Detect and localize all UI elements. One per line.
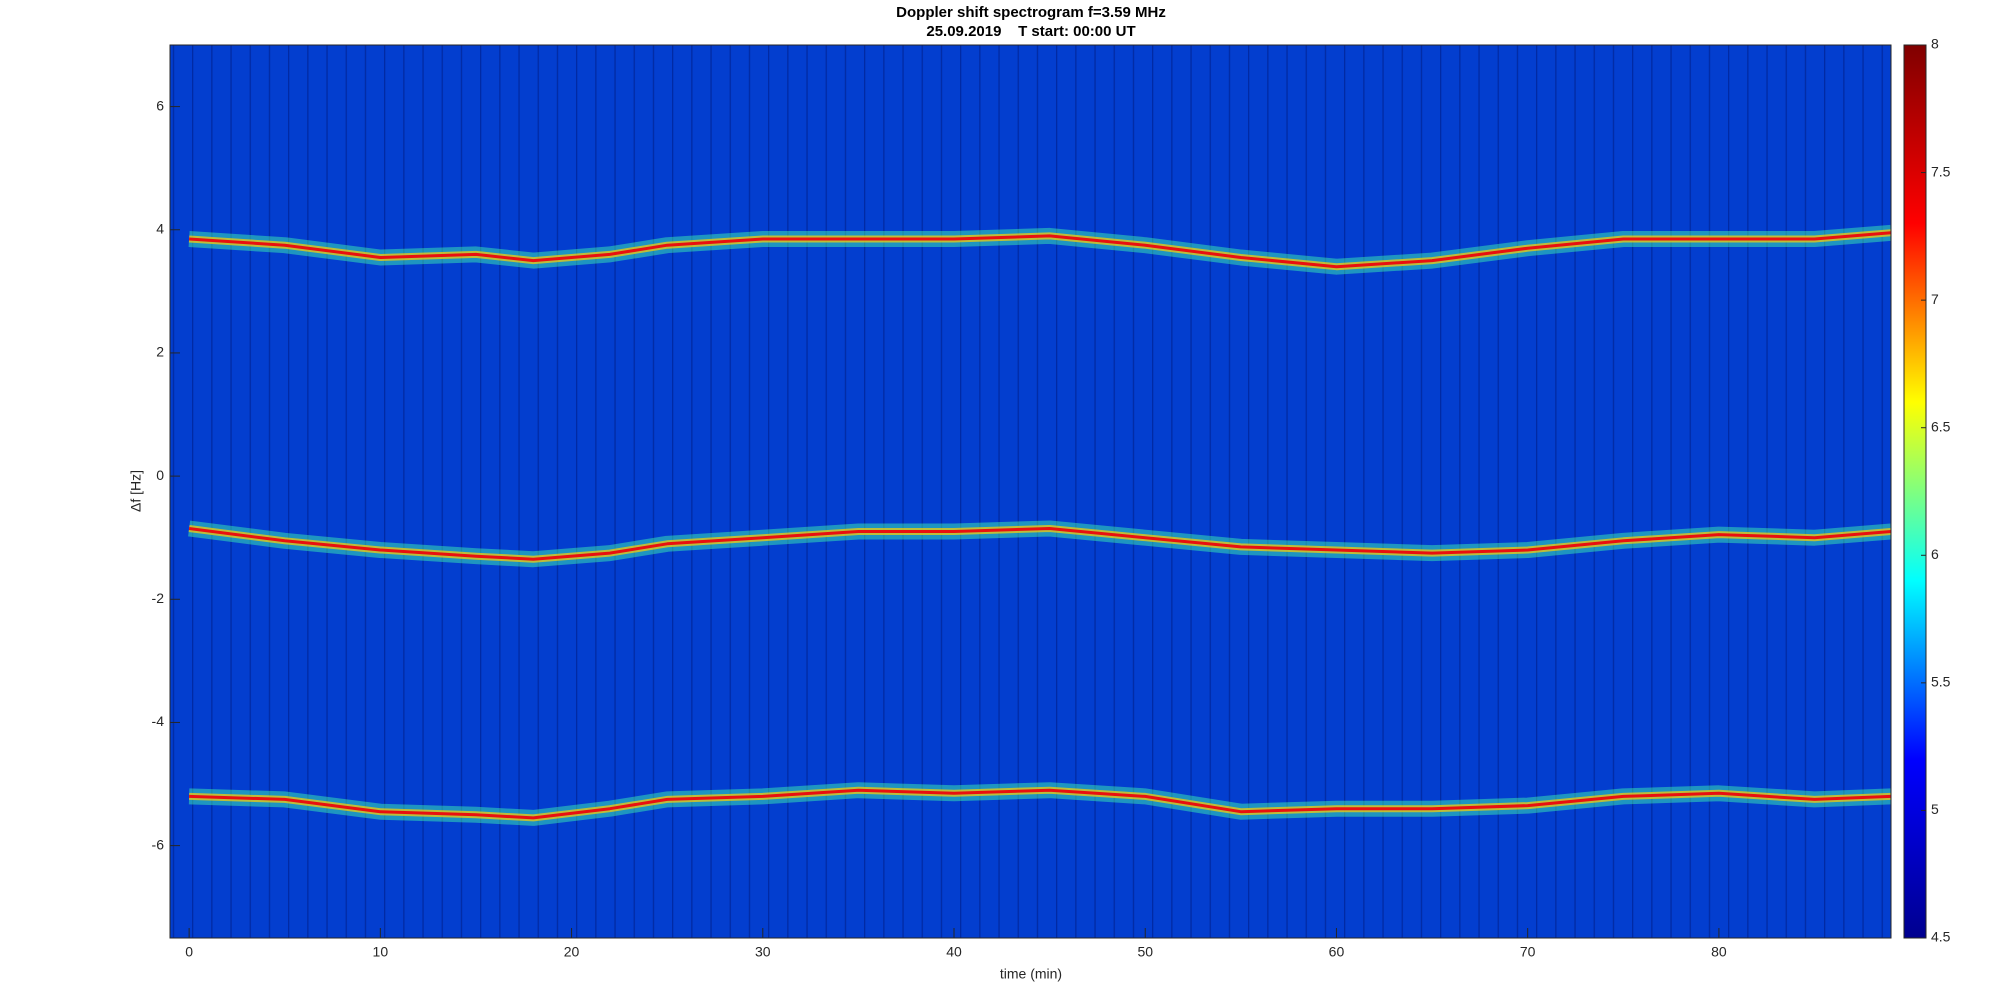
trace [189,788,1891,820]
chart-title: Doppler shift spectrogram f=3.59 MHz [896,4,1166,21]
traces [188,224,1891,826]
colorbar-tick-label: 4.5 [1931,929,1951,945]
x-tick-label: 10 [373,944,389,960]
colorbar-tick-label: 6 [1931,546,1939,562]
x-tick-label: 50 [1137,944,1153,960]
chart-subtitle: 25.09.2019 T start: 00:00 UT [926,23,1135,40]
x-tick-label: 60 [1329,944,1345,960]
plot-frame [169,44,1892,939]
y-tick-label: 6 [156,97,164,113]
trace [188,527,1891,561]
spectrogram-background [170,45,1891,938]
colorbar-tick-label: 6.5 [1931,418,1951,434]
x-tick-label: 40 [946,944,962,960]
colorbar: 4.5 5 5.5 6 6.5 7 7.5 8 [1903,36,1951,945]
x-tick-label: 0 [185,944,193,960]
colorbar-tick-label: 7.5 [1931,163,1951,179]
y-tick-label: -2 [152,590,165,606]
x-tick-label: 80 [1711,944,1727,960]
y-axis-label: Δf [Hz] [128,470,144,512]
y-tick-label: 4 [156,220,164,236]
y-tick-label: -6 [152,836,165,852]
colorbar-tick-label: 7 [1931,291,1939,307]
y-tick-label: 0 [156,467,164,483]
x-axis-label: time (min) [1000,966,1062,982]
x-tick-label: 30 [755,944,771,960]
colorbar-tick-label: 8 [1931,36,1939,52]
x-tick-label: 70 [1520,944,1536,960]
trace [189,231,1891,269]
colorbar-tick-label: 5 [1931,801,1939,817]
y-tick-label: 2 [156,344,164,360]
colorbar-tick-label: 5.5 [1931,674,1951,690]
colorbar-gradient [1903,44,1927,939]
y-tick-label: -4 [152,713,165,729]
x-tick-label: 20 [564,944,580,960]
